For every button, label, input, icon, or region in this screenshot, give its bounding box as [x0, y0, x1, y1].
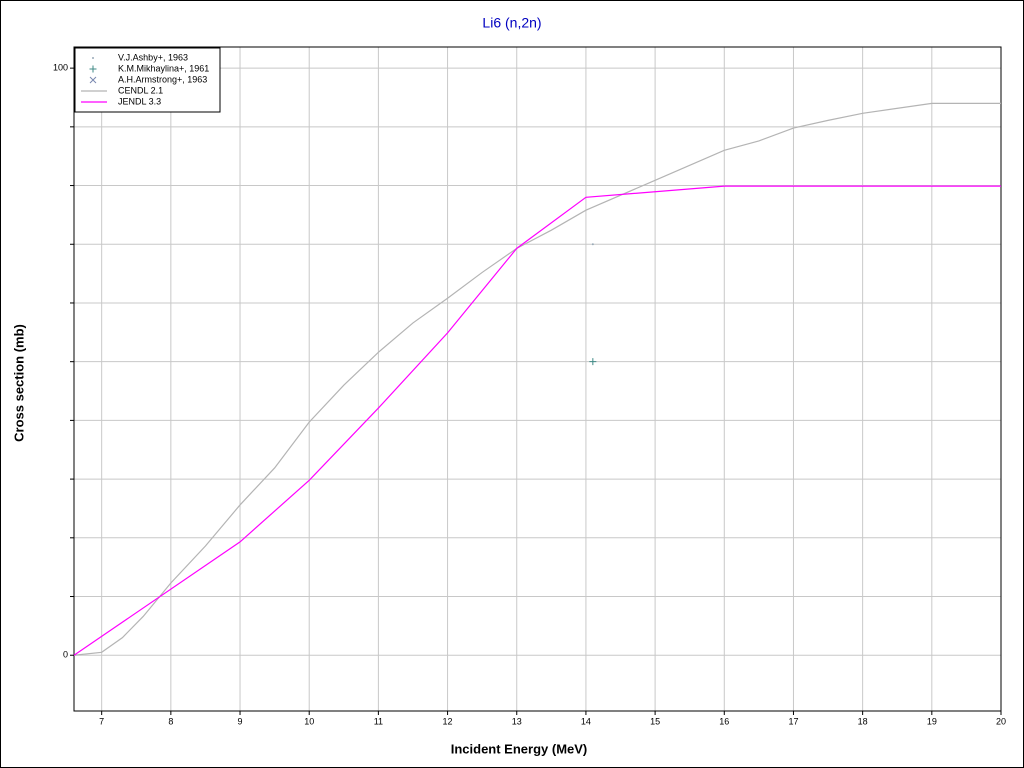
plot-area	[73, 46, 1002, 712]
x-tick-label: 17	[788, 716, 798, 726]
x-tick-label: 15	[650, 716, 660, 726]
legend-label: V.J.Ashby+, 1963	[118, 52, 188, 62]
legend-swatch	[89, 65, 97, 73]
legend-label: CENDL 2.1	[118, 85, 163, 95]
legend-label: A.H.Armstrong+, 1963	[118, 74, 207, 84]
x-tick-label: 19	[927, 716, 937, 726]
x-tick-label: 14	[581, 716, 591, 726]
data-point	[591, 243, 594, 246]
y-tick-label: 0	[63, 650, 68, 660]
x-tick-label: 7	[99, 716, 104, 726]
legend-box	[74, 47, 221, 113]
x-tick-label: 16	[719, 716, 729, 726]
x-tick-label: 10	[304, 716, 314, 726]
data-line	[73, 102, 1001, 656]
x-tick-label: 9	[238, 716, 243, 726]
legend-swatch	[92, 57, 94, 59]
x-tick-label: 18	[858, 716, 868, 726]
x-tick-label: 12	[443, 716, 453, 726]
x-tick-label: 11	[374, 716, 383, 726]
legend-swatch	[89, 76, 97, 84]
x-axis-title: Incident Energy (MeV)	[451, 741, 588, 756]
x-tick-label: 20	[996, 716, 1006, 726]
legend-label: JENDL 3.3	[118, 96, 161, 106]
y-tick-label: 100	[53, 63, 68, 73]
legend-label: K.M.Mikhaylina+, 1961	[118, 63, 209, 73]
x-tick-label: 13	[512, 716, 522, 726]
x-tick-label: 8	[168, 716, 173, 726]
data-point	[589, 358, 597, 366]
data-line	[73, 185, 1001, 656]
chart-title: Li6 (n,2n)	[482, 15, 541, 31]
y-axis-title: Cross section (mb)	[11, 324, 26, 442]
